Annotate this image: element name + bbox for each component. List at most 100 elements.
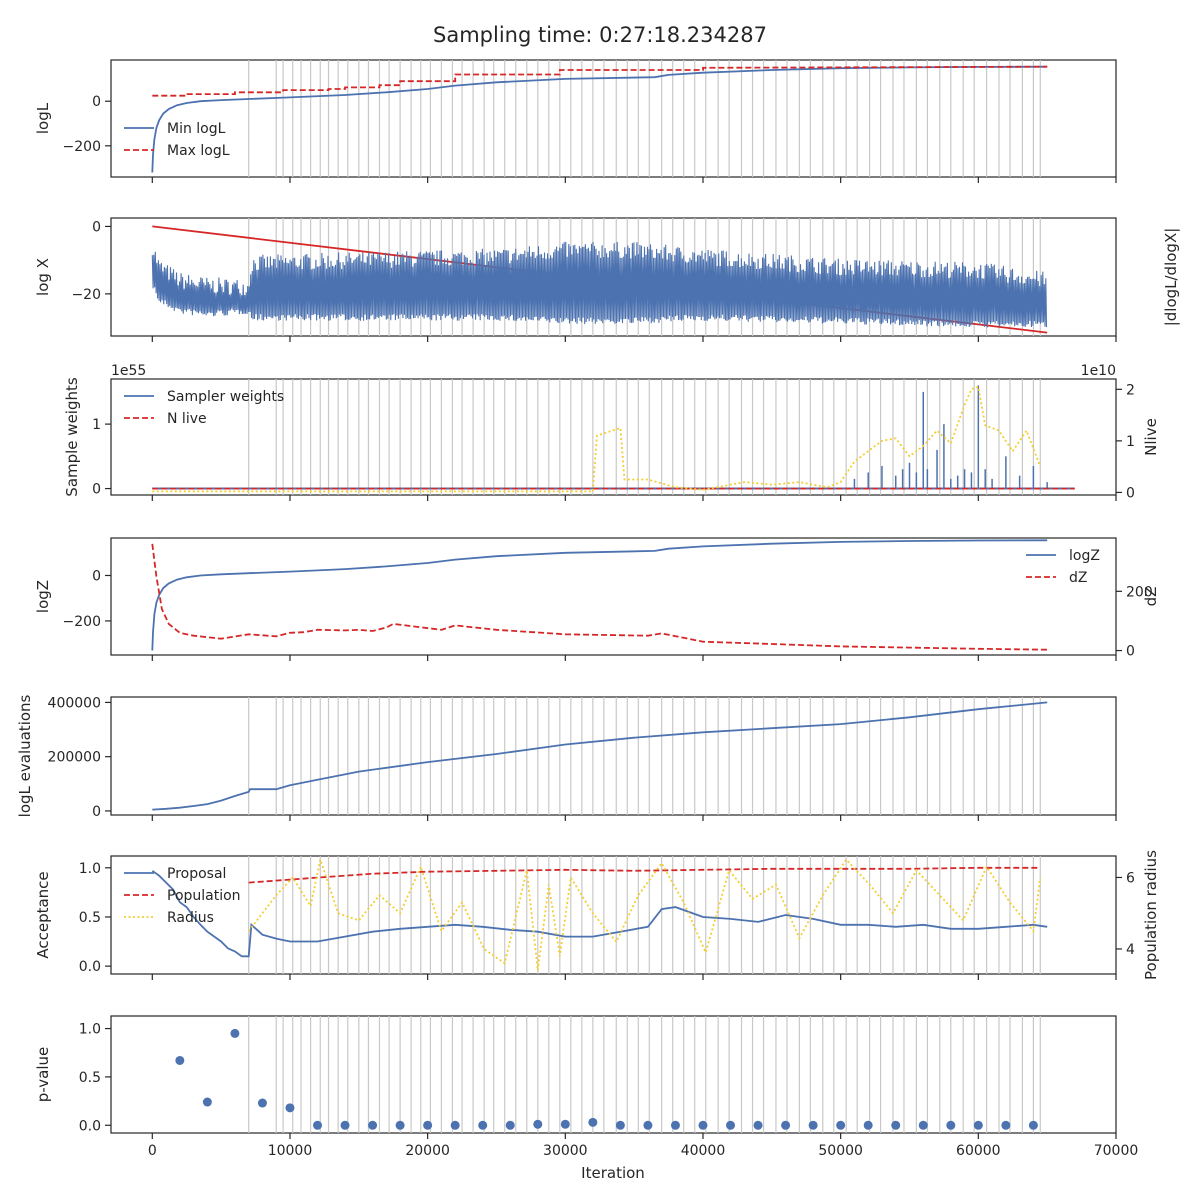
p-value-point: [505, 1120, 515, 1130]
plot-area: [175, 1028, 1038, 1130]
panel-acceptance: 0.0 0.5 1.0 Acceptance 4 6 Population radius Pr…: [34, 850, 1160, 980]
p-value-point: [726, 1120, 736, 1130]
p-value-point: [670, 1120, 680, 1130]
p-value-point: [781, 1120, 791, 1130]
right-y-tick-label: 4: [1126, 942, 1135, 958]
plot-area: [151, 856, 1048, 971]
y-tick-label: −20: [71, 287, 101, 303]
p-value-point: [836, 1120, 846, 1130]
max-logl-series: [152, 65, 1048, 97]
panel-logl: 0 −200 logL Min logL Max logL: [34, 59, 1117, 183]
p-value-point: [973, 1120, 983, 1130]
p-value-point: [643, 1120, 653, 1130]
y-tick-label: 1.0: [79, 861, 101, 877]
right-y-axis-label: Population radius: [1142, 850, 1160, 980]
legend-label: logZ: [1069, 548, 1100, 564]
p-value-point: [588, 1117, 598, 1127]
x-tick-label: 40000: [681, 1143, 726, 1159]
p-value-point: [423, 1120, 433, 1130]
x-tick-label: 70000: [1094, 1143, 1139, 1159]
p-value-point: [698, 1120, 708, 1130]
p-value-point: [1001, 1120, 1011, 1130]
x-tick-label: 20000: [405, 1143, 450, 1159]
legend-label: Population: [167, 888, 241, 904]
right-y-tick-label: 0: [1126, 485, 1135, 501]
y-tick-label: −200: [63, 614, 101, 630]
y-tick-label: 0.5: [79, 1070, 101, 1086]
population-series: [248, 866, 1041, 884]
axes-frame: [110, 59, 1117, 178]
panel-logl-evaluations: 0 200000 400000 logL evaluations: [16, 694, 1117, 821]
y-tick-label: 0: [92, 219, 101, 235]
legend-label: Min logL: [167, 121, 226, 137]
p-value-point: [257, 1098, 267, 1108]
plot-area: [152, 385, 1075, 493]
x-axis-label: Iteration: [581, 1164, 645, 1182]
axes-frame: [110, 537, 1117, 656]
right-y-tick-label: 200: [1126, 584, 1153, 600]
x-tick-label: 10000: [268, 1143, 313, 1159]
y-tick-label: 0: [92, 482, 101, 498]
p-value-point: [340, 1120, 350, 1130]
p-value-point: [313, 1120, 323, 1130]
y-axis-label: logL: [34, 102, 52, 134]
p-value-point: [560, 1119, 570, 1129]
p-value-point: [615, 1120, 625, 1130]
x-tick-label: 60000: [956, 1143, 1001, 1159]
p-value-point: [753, 1120, 763, 1130]
y-tick-label: 400000: [48, 695, 101, 711]
p-value-point: [808, 1120, 818, 1130]
y-tick-label: 0: [92, 804, 101, 820]
x-tick-label: 50000: [818, 1143, 863, 1159]
right-y-axis-label: Nlive: [1142, 418, 1160, 456]
plot-area: [151, 225, 1048, 334]
panel-p-value: 0 10000 20000 30000 40000 50000 60000 70000 0.0 0…: [34, 1015, 1139, 1159]
p-value-point: [175, 1055, 185, 1065]
y-tick-label: 1.0: [79, 1022, 101, 1038]
right-y-tick-label: 0: [1126, 644, 1135, 660]
legend-label: Max logL: [167, 143, 230, 159]
p-value-point: [395, 1120, 405, 1130]
proposal-series: [151, 870, 1048, 958]
p-value-point: [891, 1120, 901, 1130]
legend-label: Sampler weights: [167, 389, 284, 405]
y-tick-label: 0: [92, 568, 101, 584]
p-value-point: [946, 1120, 956, 1130]
y-axis-label: Sample weights: [63, 377, 81, 497]
legend-label: N live: [167, 411, 207, 427]
legend-label: dZ: [1069, 570, 1087, 586]
p-value-point: [918, 1120, 928, 1130]
right-y-tick-label: 2: [1126, 382, 1135, 398]
y-offset-label: 1e55: [111, 363, 146, 379]
p-value-point: [230, 1028, 240, 1038]
y-axis-label: logZ: [34, 580, 52, 613]
panel-logx: 0 −20 log X |dlogL/dlogX|: [34, 217, 1180, 342]
axes-frame: [110, 696, 1117, 816]
p-value-point: [863, 1120, 873, 1130]
y-tick-label: 1: [92, 417, 101, 433]
p-value-point: [202, 1097, 212, 1107]
dz-series: [151, 543, 1048, 651]
legend-label: Radius: [167, 910, 214, 926]
x-tick-label: 0: [148, 1143, 157, 1159]
p-value-point: [1028, 1120, 1038, 1130]
radius-series: [247, 856, 1042, 971]
y-axis-label: Acceptance: [34, 871, 52, 958]
p-value-point: [533, 1119, 543, 1129]
y-tick-label: 0.0: [79, 959, 101, 975]
right-y-axis-label: dZ: [1142, 587, 1160, 607]
p-value-point: [478, 1120, 488, 1130]
axes-frame: [110, 378, 1117, 496]
axes-frame: [110, 855, 1117, 975]
legend-label: Proposal: [167, 866, 226, 882]
plot-area: [151, 539, 1048, 651]
min-logl-series: [151, 65, 1048, 173]
y-axis-label: logL evaluations: [16, 694, 34, 817]
y-axis-label: log X: [34, 258, 52, 296]
plot-area: [151, 65, 1048, 173]
p-value-point: [285, 1103, 295, 1113]
y-tick-label: 0.5: [79, 910, 101, 926]
y-tick-label: 200000: [48, 750, 101, 766]
